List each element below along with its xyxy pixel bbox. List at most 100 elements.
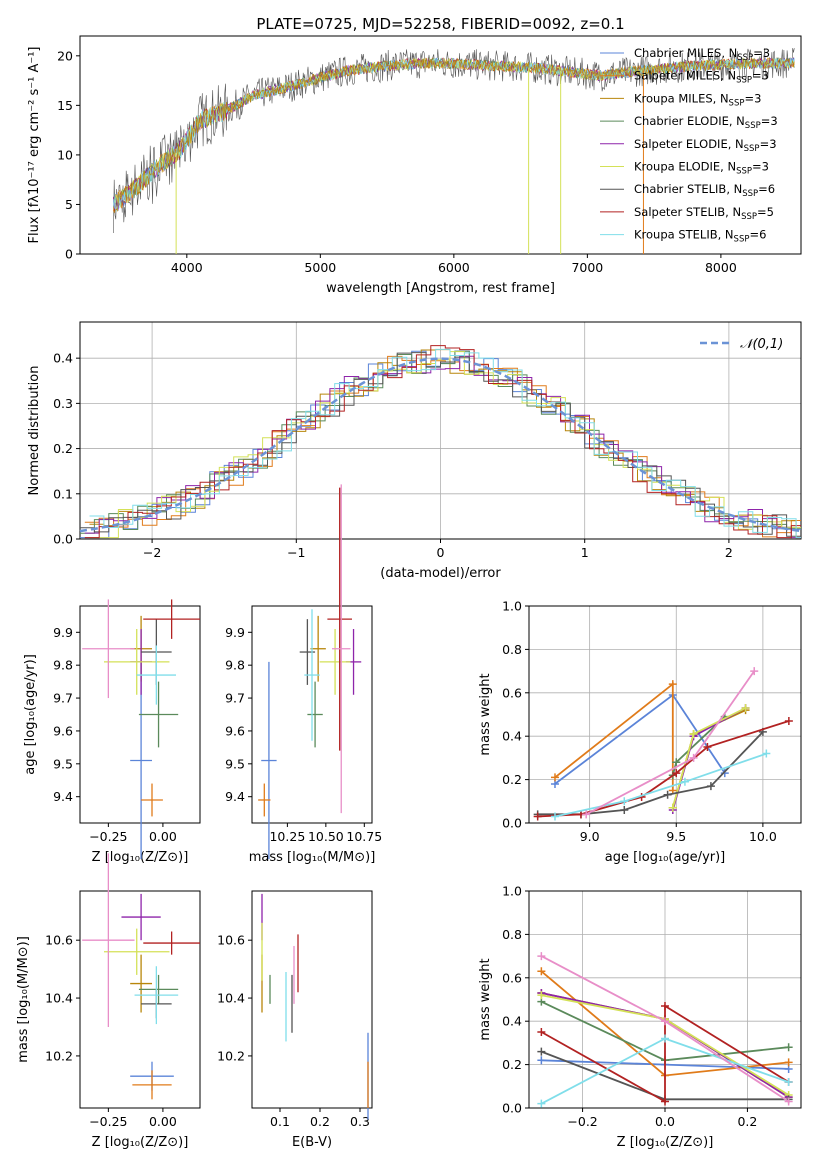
panel-6: 0.1 0.2 0.3 10.2 10.4 10.6 E(B-V): [217, 890, 373, 1150]
x-tick-label: 10.75: [346, 829, 382, 844]
legend-name: Chabrier STELIB, N: [634, 182, 742, 196]
y-axis-label: age [log₁₀(age/yr)]: [23, 654, 38, 775]
weight-marker: [672, 769, 681, 778]
axes-frame: [79, 35, 802, 255]
x-axis-label: E(B-V): [292, 1135, 332, 1150]
x-axis-label: Z [log₁₀(Z/Z⊙)]: [92, 1135, 189, 1150]
x-axis-label: age [log₁₀(age/yr)]: [605, 850, 726, 865]
y-tick-label: 0.0: [502, 816, 522, 831]
weight-marker: [784, 1058, 793, 1067]
legend-subscript: SSP: [729, 98, 745, 108]
weight-marker: [661, 1097, 669, 1106]
weight-marker: [537, 1047, 546, 1056]
x-tick-label: 10.0: [749, 829, 777, 844]
weight-line-purple: [671, 707, 747, 811]
legend-subscript: SSP: [742, 189, 758, 199]
panel-1: −2 −1 0 1 2 0.0 0.1 0.2 0.3 0.4 (data-model)/error…: [27, 321, 802, 581]
y-tick-label: 9.5: [225, 756, 245, 771]
axes-frame: [251, 890, 373, 1109]
y-tick-label: 9.6: [53, 723, 73, 738]
axes-frame: [79, 890, 201, 1109]
legend-suffix: =3: [761, 114, 778, 128]
legend-suffix: =6: [758, 182, 775, 196]
y-tick-label: 10.6: [217, 933, 245, 948]
weight-line-yellow: [671, 707, 747, 809]
y-tick-label: 0.8: [502, 642, 522, 657]
legend-entry: Salpeter STELIB, NSSP=5: [634, 205, 774, 222]
chart-title: PLATE=0725, MJD=52258, FIBERID=0092, z=0…: [256, 15, 624, 33]
y-tick-label: 15: [57, 98, 73, 113]
x-tick-label: 0: [437, 545, 445, 560]
weight-marker: [784, 1097, 793, 1106]
x-tick-label: 0.00: [149, 829, 177, 844]
y-tick-label: 9.4: [225, 789, 245, 804]
y-tick-label: 0.0: [53, 532, 73, 547]
y-tick-label: 9.5: [53, 756, 73, 771]
y-tick-label: 20: [57, 48, 73, 63]
weight-marker: [741, 703, 750, 712]
legend-name: Salpeter MILES, N: [634, 69, 736, 83]
y-tick-label: 0.0: [502, 1101, 522, 1116]
weight-marker: [762, 749, 771, 758]
legend-name: Kroupa STELIB, N: [634, 228, 734, 242]
axes-frame: [528, 605, 802, 824]
weight-marker: [689, 730, 698, 739]
legend-entry: Kroupa STELIB, NSSP=6: [634, 228, 766, 245]
x-tick-label: 9.0: [580, 829, 600, 844]
y-tick-label: 0.1: [53, 486, 73, 501]
y-tick-label: 9.9: [225, 625, 245, 640]
y-tick-label: 0.8: [502, 927, 522, 942]
legend-subscript: SSP: [737, 53, 753, 63]
y-axis-label: mass weight: [478, 673, 493, 755]
y-tick-label: 0.4: [502, 729, 522, 744]
y-tick-label: 0: [65, 247, 73, 262]
legend-name: Chabrier MILES, N: [634, 46, 737, 60]
weight-line-orange: [554, 682, 674, 791]
y-tick-label: 0.6: [502, 685, 522, 700]
y-tick-label: 10.2: [45, 1048, 73, 1063]
x-tick-label: 0.00: [149, 1114, 177, 1129]
weight-marker: [620, 805, 629, 814]
spectrum-line-4: [113, 57, 795, 211]
y-tick-label: 5: [65, 197, 73, 212]
y-tick-label: 9.4: [53, 789, 73, 804]
legend-entry: Salpeter MILES, NSSP=3: [634, 69, 769, 86]
normal-reference-curve: [79, 357, 802, 533]
y-tick-label: 10.6: [45, 933, 73, 948]
y-tick-label: 1.0: [502, 599, 522, 614]
x-tick-label: 8000: [705, 260, 737, 275]
legend-suffix: =3: [753, 46, 770, 60]
y-tick-label: 0.2: [502, 772, 522, 787]
x-tick-label: 4000: [171, 260, 203, 275]
legend-entry: Chabrier ELODIE, NSSP=3: [634, 114, 778, 131]
weight-marker: [706, 782, 715, 791]
x-tick-label: −0.25: [89, 1114, 127, 1129]
x-axis-label: Z [log₁₀(Z/Z⊙)]: [92, 850, 189, 865]
spectrum-line-2: [113, 57, 795, 214]
x-tick-label: 7000: [571, 260, 603, 275]
x-axis-label: (data-model)/error: [380, 566, 501, 581]
weight-marker: [703, 743, 712, 752]
legend-entry: Chabrier MILES, NSSP=3: [634, 46, 770, 63]
legend-name: Chabrier ELODIE, N: [634, 114, 745, 128]
x-tick-label: 0.2: [737, 1114, 757, 1129]
legend-entry: Chabrier STELIB, NSSP=6: [634, 182, 775, 199]
y-axis-label: Normed distribution: [27, 366, 42, 496]
weight-marker: [663, 790, 672, 799]
y-tick-label: 9.6: [225, 723, 245, 738]
y-tick-label: 0.4: [502, 1014, 522, 1029]
y-tick-label: 9.8: [225, 658, 245, 673]
x-tick-label: 1: [581, 545, 589, 560]
y-tick-label: 9.7: [53, 691, 73, 706]
weight-marker: [784, 1077, 793, 1086]
y-tick-label: 10.2: [217, 1048, 245, 1063]
weight-marker: [750, 667, 759, 676]
x-tick-label: 10.50: [308, 829, 344, 844]
weight-marker: [537, 967, 546, 976]
weight-marker: [537, 1028, 546, 1037]
weight-marker: [550, 773, 559, 782]
weight-line-cyan: [554, 752, 767, 818]
legend-name: Salpeter ELODIE, N: [634, 137, 744, 151]
y-tick-label: 0.6: [502, 970, 522, 985]
